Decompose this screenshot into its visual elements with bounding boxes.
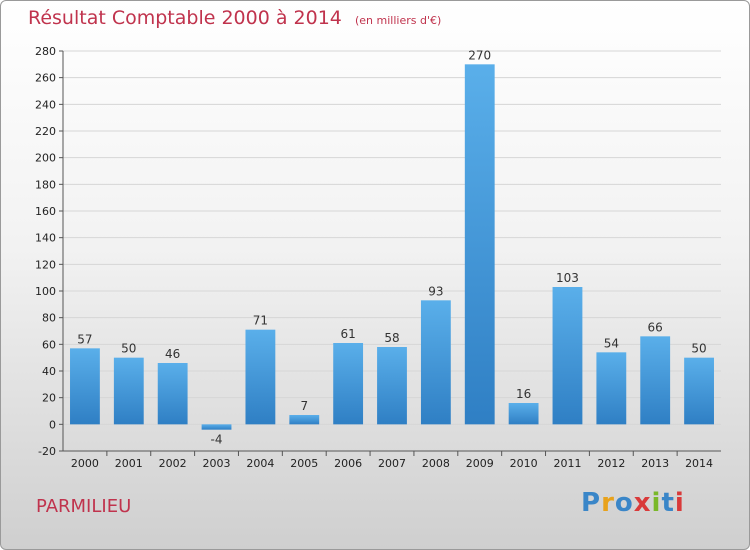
x-tick-label: 2000 (71, 457, 99, 470)
y-tick-label: -20 (38, 445, 56, 458)
y-tick-label: 0 (49, 418, 56, 431)
y-axis: -20 0 20 40 60 80 100 120 140 160 180 200 220 240 260 2… (35, 45, 64, 458)
bar-2003 (201, 424, 232, 430)
x-tick-label: 2008 (422, 457, 450, 470)
y-tick-label: 80 (42, 312, 56, 325)
x-tick-label: 2009 (466, 457, 494, 470)
proxiti-logo: Proxiti (581, 488, 685, 518)
bar-2005 (289, 415, 320, 425)
y-tick-label: 280 (35, 45, 56, 58)
x-tick-label: 2004 (246, 457, 274, 470)
y-tick-label: 20 (42, 392, 56, 405)
y-tick-label: 60 (42, 338, 56, 351)
bar-2008 (420, 300, 451, 425)
y-tick-label: 100 (35, 285, 56, 298)
y-tick-label: 40 (42, 365, 56, 378)
x-tick-label: 2007 (378, 457, 406, 470)
value-label: 61 (340, 327, 355, 341)
x-tick-label: 2006 (334, 457, 362, 470)
x-tick-label: 2002 (159, 457, 187, 470)
bars: 57 50 46 -4 71 7 61 58 93 270 16 103 54 66 50 (70, 48, 714, 447)
x-axis: 2000 2001 2002 2003 2004 2005 2006 2007 2008 2009… (63, 450, 721, 470)
value-label: 54 (604, 336, 619, 350)
value-label: 270 (468, 48, 491, 62)
bar-2010 (508, 403, 539, 425)
chart-title: Résultat Comptable 2000 à 2014 (28, 7, 342, 29)
y-tick-label: 140 (35, 232, 56, 245)
x-tick-label: 2001 (115, 457, 143, 470)
logo-letter: P (581, 488, 602, 518)
x-tick-label: 2003 (203, 457, 231, 470)
bar-2001 (113, 357, 144, 425)
bar-2002 (157, 363, 188, 425)
chart-subtitle: (en milliers d'€) (354, 14, 442, 27)
logo-letter: i (651, 488, 662, 518)
bar-2014 (684, 357, 714, 425)
value-label: 50 (121, 342, 136, 356)
y-tick-label: 160 (35, 205, 56, 218)
place-name: PARMILIEU (36, 496, 132, 517)
y-tick-label: 260 (35, 72, 56, 85)
x-tick-label: 2011 (553, 457, 581, 470)
value-label: 93 (428, 284, 443, 298)
bar-2009 (464, 64, 495, 425)
y-tick-label: 240 (35, 98, 56, 111)
value-label: 58 (384, 331, 399, 345)
y-tick-label: 220 (35, 125, 56, 138)
x-tick-label: 2012 (597, 457, 625, 470)
bar-2012 (596, 352, 627, 425)
logo-letter: o (614, 488, 634, 518)
x-tick-label: 2014 (685, 457, 713, 470)
value-label: 50 (691, 342, 706, 356)
y-tick-label: 200 (35, 152, 56, 165)
value-label: 103 (556, 271, 579, 285)
value-label: 66 (648, 320, 663, 334)
value-label: 71 (253, 314, 268, 328)
value-label: 46 (165, 347, 180, 361)
logo-letter: t (661, 488, 675, 518)
bar-2000 (70, 348, 100, 425)
value-label: -4 (211, 433, 223, 447)
x-tick-label: 2010 (510, 457, 538, 470)
value-label: 7 (300, 399, 308, 413)
logo-letter: x (633, 488, 652, 518)
y-tick-label: 120 (35, 258, 56, 271)
bar-2006 (333, 343, 364, 425)
logo-letter: i (674, 488, 685, 518)
value-label: 16 (516, 387, 531, 401)
bar-2007 (377, 347, 407, 425)
chart-title-block: Résultat Comptable 2000 à 2014 (en milli… (28, 7, 441, 29)
bar-2011 (552, 287, 583, 425)
logo-letter: r (601, 488, 615, 518)
bar-2013 (640, 336, 671, 425)
x-tick-label: 2005 (290, 457, 318, 470)
bar-2004 (245, 329, 276, 425)
value-label: 57 (77, 332, 92, 346)
y-tick-label: 180 (35, 178, 56, 191)
x-tick-label: 2013 (641, 457, 669, 470)
